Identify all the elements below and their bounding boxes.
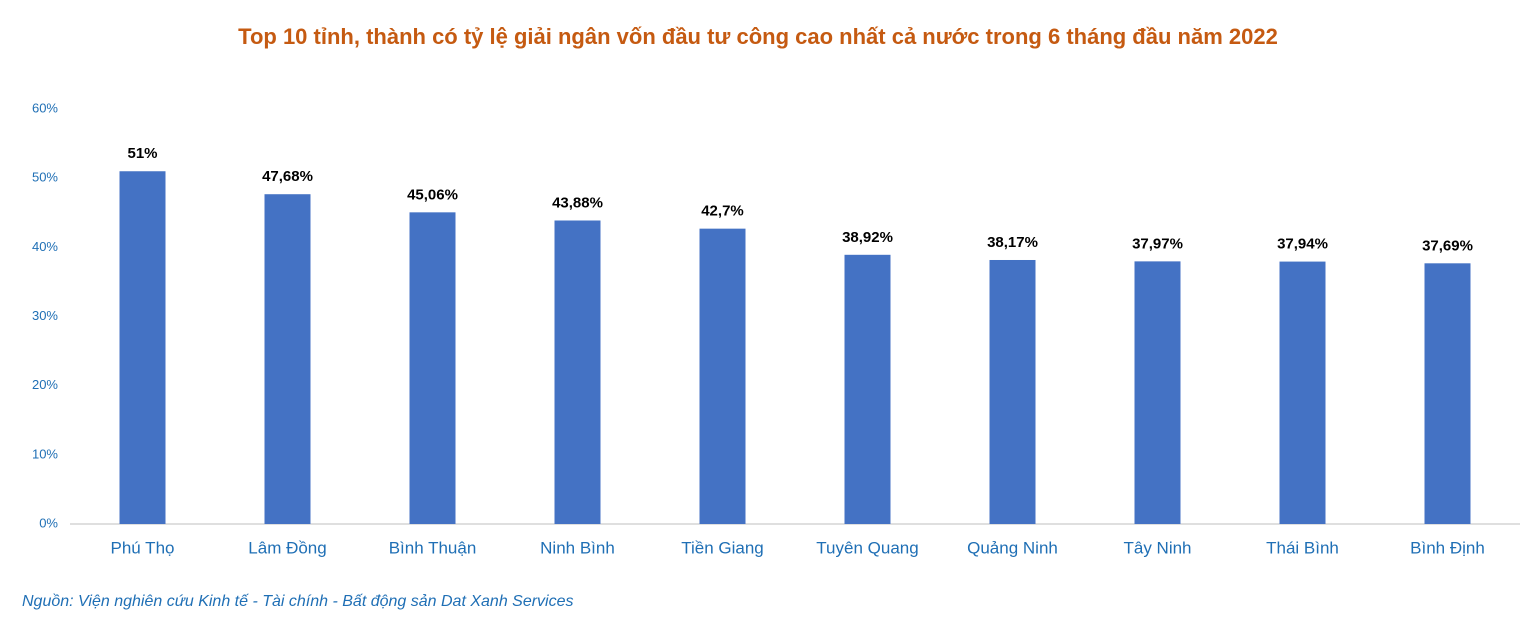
x-tick-label: Tuyên Quang <box>816 538 918 557</box>
value-label: 37,69% <box>1422 237 1473 254</box>
bar <box>1279 261 1326 524</box>
x-tick-label: Bình Định <box>1410 538 1485 557</box>
bar <box>1134 261 1181 524</box>
y-tick-label: 30% <box>32 308 58 323</box>
bar <box>119 171 166 524</box>
value-label: 45,06% <box>407 186 458 203</box>
x-tick-label: Phú Thọ <box>111 538 175 557</box>
x-tick-label: Lâm Đồng <box>248 538 326 557</box>
bar <box>554 220 601 524</box>
bar <box>699 228 746 525</box>
value-label: 37,97% <box>1132 235 1183 252</box>
value-label: 51% <box>127 145 157 162</box>
chart-title: Top 10 tỉnh, thành có tỷ lệ giải ngân vố… <box>238 24 1278 49</box>
value-label: 38,92% <box>842 229 893 246</box>
bar <box>844 254 891 524</box>
bar <box>1424 263 1471 524</box>
value-label: 37,94% <box>1277 236 1328 253</box>
value-label: 42,7% <box>701 203 744 220</box>
bar <box>409 212 456 524</box>
y-tick-label: 20% <box>32 377 58 392</box>
x-tick-label: Tây Ninh <box>1123 538 1191 557</box>
bar <box>989 259 1036 524</box>
x-tick-label: Tiền Giang <box>681 538 764 557</box>
y-tick-label: 60% <box>32 100 58 115</box>
source-note: Nguồn: Viện nghiên cứu Kinh tế - Tài chí… <box>22 593 574 610</box>
x-tick-label: Ninh Bình <box>540 538 615 557</box>
y-tick-label: 10% <box>32 446 58 461</box>
x-tick-label: Quảng Ninh <box>967 538 1058 557</box>
value-label: 47,68% <box>262 168 313 185</box>
value-label: 43,88% <box>552 194 603 211</box>
value-label: 38,17% <box>987 234 1038 251</box>
x-tick-label: Bình Thuận <box>389 538 477 557</box>
y-tick-label: 0% <box>39 515 58 530</box>
y-tick-label: 40% <box>32 239 58 254</box>
y-tick-label: 50% <box>32 170 58 185</box>
x-tick-label: Thái Bình <box>1266 538 1339 557</box>
bar <box>264 194 311 525</box>
